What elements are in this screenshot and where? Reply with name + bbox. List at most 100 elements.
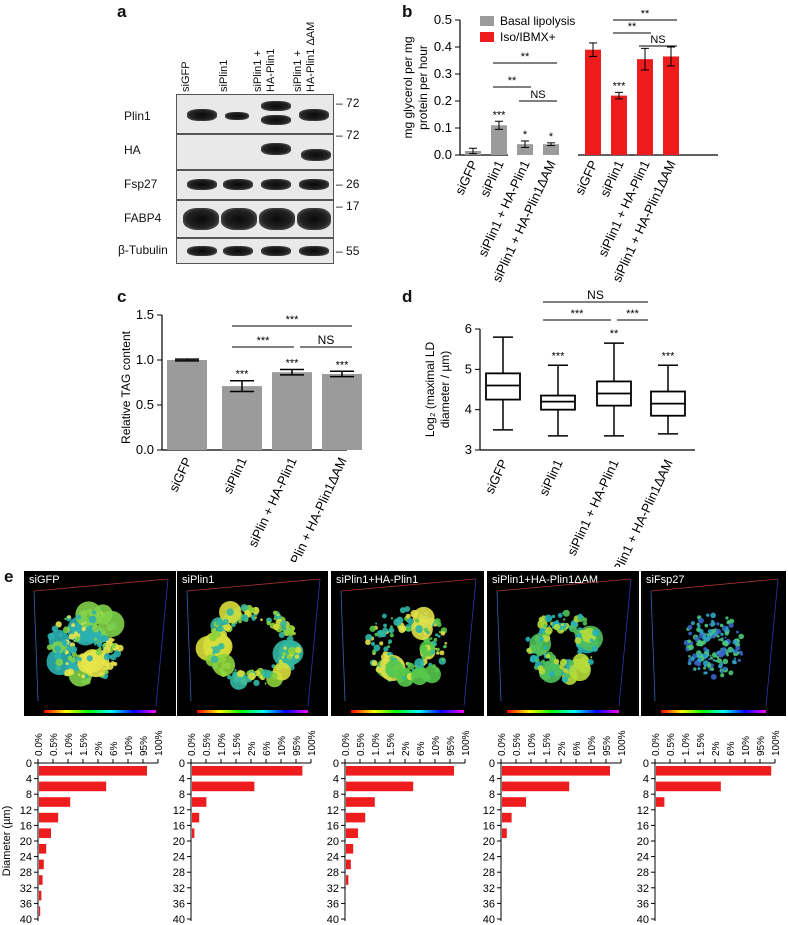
x-tick-label: siGFP — [166, 455, 195, 494]
lipid-droplet — [701, 640, 707, 645]
lipid-droplet — [727, 620, 731, 624]
y-tick-label: 32 — [483, 883, 495, 895]
lipid-droplet — [688, 654, 691, 658]
frame-line — [155, 578, 169, 707]
lipid-droplet — [580, 645, 583, 648]
frame-line — [765, 578, 779, 707]
micrograph-1: siGFP — [24, 571, 176, 716]
lipid-droplet — [722, 666, 727, 671]
lipid-droplet-render — [496, 578, 632, 707]
lipid-droplet — [67, 615, 71, 619]
significance-label: ** — [508, 75, 517, 87]
lipid-droplet — [710, 612, 716, 619]
lipid-droplet — [70, 657, 76, 663]
legend-swatch — [480, 16, 494, 26]
lipid-droplet — [240, 604, 248, 612]
lipid-droplet — [70, 646, 78, 654]
y-axis-label: mg glycerol per mg — [401, 36, 415, 138]
y-tick-label: 0 — [489, 758, 495, 770]
lipid-droplet — [278, 631, 285, 638]
significance-label: *** — [257, 335, 271, 347]
y-tick-label: 4 — [465, 402, 472, 417]
lipid-droplet — [731, 648, 735, 653]
x-tick-label: 0.5% — [49, 733, 60, 756]
lipid-droplet — [104, 669, 109, 674]
histogram-bar — [192, 828, 195, 838]
lipid-droplet — [272, 639, 301, 668]
lane-label: siGFP — [180, 61, 192, 92]
lane-label: siPlin1 + — [292, 50, 304, 92]
lipid-droplet — [574, 637, 582, 645]
significance-mark: * — [523, 129, 528, 141]
histogram-bar — [346, 828, 358, 838]
micrograph-4: siPlin1+HA-Plin1ΔAM — [487, 571, 639, 716]
lipid-droplet — [101, 660, 108, 667]
histogram-bar — [192, 781, 255, 792]
lipid-droplet — [707, 664, 712, 669]
y-tick-label: 4 — [333, 774, 339, 786]
lipid-droplet — [694, 636, 697, 639]
lipid-droplet — [726, 626, 729, 629]
lipolysis-bar-chart: 0.0 0.1 0.2 0.3 0.4 0.5 mg glycerol per mg prot… — [401, 10, 718, 284]
lane-label: siPlin1 — [218, 59, 230, 92]
y-tick-label: 0.4 — [434, 39, 452, 54]
significance-label: NS — [650, 34, 665, 46]
x-tick-label: 1.0% — [217, 733, 228, 756]
lipid-droplet — [402, 675, 406, 680]
bar — [322, 373, 362, 450]
mw-marker: – 17 — [336, 199, 360, 213]
lipid-droplet — [735, 630, 739, 634]
y-tick-label: 0.5 — [434, 12, 452, 27]
y-tick-label: 12 — [20, 805, 32, 817]
y-tick-label: 4 — [179, 774, 185, 786]
lipid-droplet — [543, 624, 547, 628]
lipid-droplet — [288, 647, 296, 655]
lipid-droplet — [98, 610, 125, 638]
lipid-droplet-render — [340, 578, 477, 707]
mw-marker: – 55 — [336, 244, 360, 258]
frame-line — [33, 578, 169, 592]
histogram-bar — [346, 875, 349, 885]
y-tick-label: 28 — [20, 867, 32, 879]
histogram-bar — [39, 797, 71, 807]
significance-mark: *** — [613, 80, 627, 92]
lipid-droplet — [281, 651, 287, 657]
lipid-droplet — [722, 641, 727, 646]
lipid-droplet — [724, 631, 730, 636]
x-tick-label: 6% — [416, 741, 427, 756]
lipid-droplet — [692, 668, 695, 671]
x-tick-label: 2% — [711, 741, 722, 756]
y-tick-label: 12 — [327, 805, 339, 817]
x-tick-label: 0.0% — [34, 733, 45, 756]
lipid-droplet — [719, 623, 724, 628]
significance-label: NS — [318, 333, 335, 347]
micrograph-5: siFsp27 — [641, 571, 786, 716]
lipid-droplet — [376, 630, 385, 638]
frame-line — [33, 590, 39, 702]
x-tick-label: siGFP — [482, 457, 511, 496]
y-tick-label: 28 — [483, 867, 495, 879]
lipid-droplet — [81, 679, 85, 684]
lipid-droplet — [84, 621, 87, 624]
lipid-droplet — [721, 637, 724, 640]
lipid-droplet — [441, 658, 445, 662]
x-tick-label: 1.5% — [542, 733, 553, 756]
lipid-droplet — [72, 626, 76, 631]
lipid-droplet — [733, 660, 737, 664]
x-tick-label: 0.5% — [666, 733, 677, 756]
lipid-droplet-render — [650, 578, 779, 707]
lipid-droplet — [535, 643, 543, 651]
y-tick-label: 24 — [173, 852, 185, 864]
frame-line — [496, 590, 502, 702]
x-tick-label: 100% — [617, 730, 628, 756]
lipid-droplet — [208, 654, 212, 658]
y-tick-label: 4 — [643, 774, 649, 786]
lipid-droplet — [273, 617, 276, 620]
micrograph-label: siFsp27 — [646, 574, 685, 586]
legend-swatch — [480, 32, 494, 42]
lipid-droplet — [687, 624, 693, 630]
lipid-droplet — [283, 646, 287, 650]
significance-label: *** — [626, 308, 640, 320]
y-tick-label: 32 — [173, 883, 185, 895]
y-tick-label: 36 — [637, 898, 649, 910]
